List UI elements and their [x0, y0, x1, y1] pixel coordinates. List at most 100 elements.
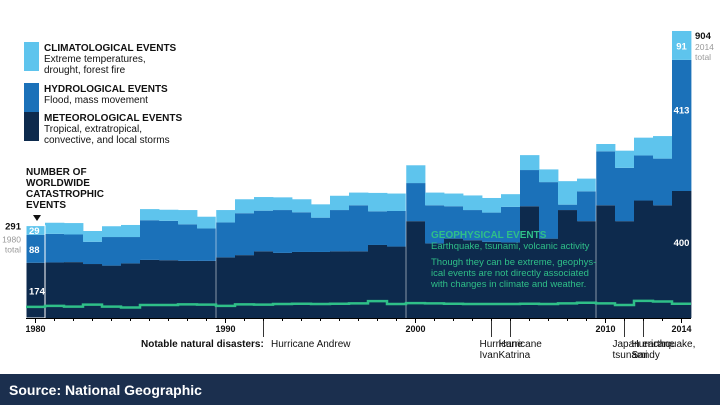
bar-hydrological-1987: [159, 220, 179, 261]
bar-climatological-1988: [178, 210, 198, 225]
start-total-note: 1980: [2, 235, 21, 245]
bar-meteorological-2003: [463, 240, 483, 318]
bar-climatological-2001: [425, 192, 445, 206]
bar-meteorological-1992: [254, 251, 274, 318]
legend-title-hydrological: HYDROLOGICAL EVENTS: [44, 84, 168, 95]
bar-meteorological-2013: [653, 205, 673, 318]
bar-climatological-1995: [311, 204, 331, 218]
bar-hydrological-1997: [349, 205, 369, 252]
bar-climatological-1985: [121, 224, 141, 238]
end-total-note-2: total: [695, 52, 711, 62]
legend-swatch-hydrological: [24, 83, 39, 112]
legend-swatch-meteorological: [24, 112, 39, 141]
x-tick-label-2014: 2014: [671, 324, 691, 334]
end-climatological-value: 91: [676, 41, 687, 52]
bar-climatological-1986: [140, 209, 160, 221]
bar-climatological-1996: [330, 195, 350, 211]
disaster-label-2012: Hurricane: [632, 339, 676, 350]
x-tick-label-1980: 1980: [25, 324, 45, 334]
bar-meteorological-1995: [311, 251, 331, 318]
bar-meteorological-1993: [273, 252, 293, 318]
legend-desc-hydrological: Flood, mass movement: [44, 95, 148, 106]
bar-meteorological-1996: [330, 251, 350, 318]
bar-climatological-2003: [463, 195, 483, 211]
stacked-bar-chart: 1980 1990 2000 2010 20142911980total29881749…: [2, 30, 714, 361]
x-tick-label-2000: 2000: [405, 324, 425, 334]
bar-hydrological-1983: [83, 241, 103, 265]
bar-hydrological-2007: [539, 182, 559, 239]
bar-meteorological-2011: [615, 221, 635, 318]
bar-hydrological-1981: [45, 233, 65, 263]
bar-hydrological-1984: [102, 237, 122, 266]
bar-hydrological-1986: [140, 220, 160, 260]
source-text: Source: National Geographic: [9, 382, 202, 398]
bar-climatological-1994: [292, 199, 312, 213]
disaster-label-2005: Katrina: [499, 350, 531, 361]
legend-desc-meteorological: Tropical, extratropical, convective, and…: [44, 124, 170, 146]
disaster-label-2012: Sandy: [632, 350, 660, 361]
bar-climatological-2012: [634, 137, 654, 156]
disaster-label-2011: tsunami: [613, 350, 648, 361]
bar-meteorological-1997: [349, 251, 369, 318]
bar-hydrological-1995: [311, 217, 331, 252]
bar-hydrological-1990: [216, 222, 236, 258]
bar-meteorological-2008: [558, 210, 578, 318]
bar-meteorological-1982: [64, 262, 84, 318]
bar-hydrological-2012: [634, 155, 654, 201]
bar-meteorological-2002: [444, 238, 464, 318]
disaster-label-2004: Hurricane: [480, 339, 524, 350]
bar-climatological-2005: [501, 194, 521, 207]
y-axis-label: NUMBER OF WORLDWIDE CATASTROPHIC EVENTS: [26, 167, 104, 211]
bar-meteorological-1985: [121, 263, 141, 318]
x-tick-label-1990: 1990: [215, 324, 235, 334]
bar-meteorological-1998: [368, 244, 388, 318]
legend-desc-climatological: Extreme temperatures, drought, forest fi…: [44, 54, 146, 76]
down-arrow-icon: [33, 215, 41, 221]
bar-climatological-1992: [254, 197, 274, 211]
bar-hydrological-1994: [292, 212, 312, 252]
bar-climatological-1983: [83, 231, 103, 242]
bar-climatological-1993: [273, 197, 293, 211]
bar-climatological-2013: [653, 136, 673, 159]
bar-climatological-2006: [520, 155, 540, 171]
end-total-note: 2014: [695, 42, 714, 52]
bar-meteorological-1986: [140, 259, 160, 318]
bar-climatological-2011: [615, 150, 635, 168]
bar-hydrological-2014: [672, 59, 692, 192]
bar-hydrological-2013: [653, 158, 673, 206]
bar-climatological-1982: [64, 223, 84, 235]
end-hydrological-value: 413: [674, 106, 690, 117]
start-total-value: 291: [5, 222, 22, 233]
bar-hydrological-2005: [501, 206, 521, 243]
bar-meteorological-2007: [539, 238, 559, 318]
bar-hydrological-1985: [121, 237, 141, 264]
bar-meteorological-1988: [178, 260, 198, 318]
geophysical-note-line: with changes in climate and weather.: [430, 279, 586, 290]
start-hydrological-value: 88: [29, 245, 40, 256]
bar-hydrological-2008: [558, 204, 578, 211]
bar-meteorological-1983: [83, 264, 103, 318]
bar-hydrological-1982: [64, 234, 84, 263]
bar-meteorological-1989: [197, 260, 217, 318]
end-meteorological-value: 400: [674, 238, 690, 249]
bar-climatological-2002: [444, 193, 464, 207]
disaster-label-2005: Hurricane: [499, 339, 543, 350]
geophysical-title: GEOPHYSICAL EVENTS: [431, 230, 547, 241]
bar-hydrological-1988: [178, 224, 198, 261]
disaster-label-2011: Japan earthquake,: [613, 339, 696, 350]
bar-meteorological-1990: [216, 257, 236, 318]
bar-meteorological-1984: [102, 265, 122, 318]
bar-meteorological-1981: [45, 262, 65, 318]
bar-climatological-1980: [26, 225, 46, 235]
bar-climatological-2010: [596, 144, 616, 152]
bar-hydrological-1992: [254, 210, 274, 252]
start-meteorological-value: 174: [29, 286, 46, 297]
end-total-value: 904: [695, 31, 712, 42]
bar-hydrological-1989: [197, 228, 217, 261]
legend-swatch-climatological: [24, 42, 39, 71]
bar-hydrological-2010: [596, 151, 616, 206]
geophysical-subtitle: Earthquake, tsunami, volcanic activity: [431, 241, 590, 252]
geophysical-step-line: [26, 299, 691, 309]
disaster-label-1992: Hurricane Andrew: [271, 339, 351, 350]
